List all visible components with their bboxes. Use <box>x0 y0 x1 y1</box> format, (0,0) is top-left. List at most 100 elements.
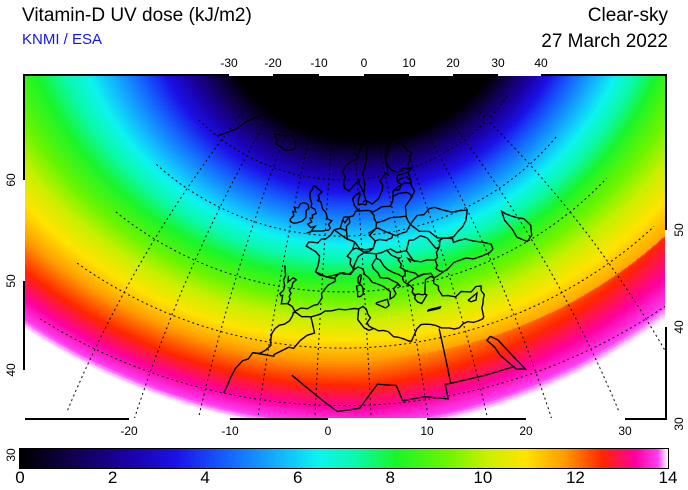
coast-crete <box>426 305 442 312</box>
border-ukraine-russia <box>409 206 469 239</box>
frame-tick-bottom <box>328 418 427 420</box>
lon-tick-top-40: 40 <box>534 56 548 70</box>
lon-tick-bottom-30: 30 <box>618 424 632 438</box>
border-romania-w <box>405 250 416 263</box>
border-lithuania-latvia <box>392 191 413 198</box>
uv-dose-field-canvas <box>25 76 665 418</box>
coast-black-sea-north <box>434 237 494 273</box>
border-czech-austria <box>367 227 394 242</box>
meridian-0 <box>314 76 338 418</box>
frame-tick-left <box>23 370 25 455</box>
coast-ireland <box>289 201 310 225</box>
coast-sardinia <box>355 284 365 298</box>
lon-tick-bottom-20: 20 <box>519 424 533 438</box>
colorbar-frame <box>19 448 669 469</box>
colorbar-tick-6: 6 <box>292 468 303 487</box>
colorbar-tick-14: 14 <box>658 468 678 487</box>
lon-tick-top--20: -20 <box>264 56 282 70</box>
lat-tick-right-50: 50 <box>672 223 686 237</box>
parallel-20 <box>39 305 665 407</box>
lon-tick-top-30: 30 <box>491 56 505 70</box>
border-egypt-sudan <box>450 365 516 384</box>
lon-tick-bottom--10: -10 <box>221 424 239 438</box>
coast-kola-whitesea <box>394 109 423 137</box>
map-panel <box>23 74 667 455</box>
lat-tick-left-40: 40 <box>4 363 18 377</box>
lat-tick-right-40: 40 <box>672 320 686 334</box>
coastline-overlay <box>39 76 665 418</box>
frame-tick-left <box>23 180 25 281</box>
frame-tick-top <box>409 74 453 76</box>
coast-cyprus <box>467 291 478 303</box>
border-morocco-algeria <box>252 316 316 358</box>
frame-tick-top <box>498 74 541 76</box>
colorbar-gradient <box>20 449 668 468</box>
lon-tick-top-20: 20 <box>446 56 460 70</box>
page-title: Vitamin-D UV dose (kJ/m2) <box>22 5 252 26</box>
lon-tick-top--30: -30 <box>220 56 238 70</box>
coast-britain <box>306 185 333 234</box>
lat-tick-right-30: 30 <box>672 417 686 431</box>
border-serbia-bulgaria <box>405 269 435 279</box>
meridian--20 <box>197 76 310 418</box>
frame-tick-top <box>229 74 273 76</box>
parallel-40 <box>115 178 607 293</box>
lon-tick-top--10: -10 <box>310 56 328 70</box>
institute-credit: KNMI / ESA <box>22 31 103 48</box>
sky-condition-label: Clear-sky <box>587 5 668 26</box>
border-spain-france <box>315 271 336 280</box>
colorbar-tick-8: 8 <box>385 468 396 487</box>
lon-tick-top-0: 0 <box>360 56 368 70</box>
lon-tick-bottom--20: -20 <box>120 424 138 438</box>
coast-turkey-south <box>222 277 486 394</box>
lon-tick-top-10: 10 <box>402 56 416 70</box>
coast-baltic <box>358 137 413 213</box>
border-greece-n <box>406 273 425 285</box>
border-norway-sweden <box>362 123 376 194</box>
parallel-60 <box>198 95 508 181</box>
parallel-50 <box>156 134 559 237</box>
lat-tick-left-60: 60 <box>4 173 18 187</box>
coast-norway-sweden <box>341 107 396 201</box>
coast-greenland-se <box>216 111 268 137</box>
meridian--30 <box>134 76 294 418</box>
frame-tick-top <box>319 74 364 76</box>
frame-tick-right <box>665 230 667 327</box>
coast-caspian-west <box>500 209 533 243</box>
date-label: 27 March 2022 <box>541 31 668 52</box>
frame-tick-bottom <box>129 418 230 420</box>
border-libya-chad <box>395 382 451 402</box>
coast-iceland <box>273 133 297 152</box>
border-estonia-n <box>396 176 412 182</box>
coast-greece-aegean-turkey <box>424 248 494 295</box>
border-latvia-estonia <box>392 182 413 192</box>
coast-netherlands-belgium <box>342 216 350 224</box>
colorbar-tick-0: 0 <box>15 468 25 487</box>
uv-dose-raster <box>25 76 665 418</box>
border-libya-egypt <box>438 328 452 384</box>
border-finland-russia <box>390 138 413 167</box>
border-hungary-croatia <box>386 249 407 278</box>
border-be-nl <box>339 216 351 235</box>
coast-italy <box>352 257 428 305</box>
coast-sicily <box>375 298 390 309</box>
lon-tick-bottom-10: 10 <box>420 424 434 438</box>
lon-tick-bottom-0: 0 <box>324 424 332 438</box>
colorbar-tick-12: 12 <box>565 468 585 487</box>
coast-corsica-sardinia <box>357 274 362 285</box>
lat-tick-left-30: 30 <box>4 448 18 462</box>
colorbar-tick-2: 2 <box>107 468 118 487</box>
parallel-70 <box>243 76 445 123</box>
meridian-30 <box>376 76 489 418</box>
meridian-20 <box>362 76 429 418</box>
map-frame <box>23 74 667 420</box>
parallel-30 <box>76 226 655 349</box>
colorbar <box>19 448 669 469</box>
border-poland <box>376 215 412 237</box>
border-alg-mali-niger <box>291 374 397 413</box>
border-fin-swe-nor <box>373 114 394 141</box>
border-algeria-tunisia <box>356 308 374 332</box>
coast-redsea <box>486 335 528 370</box>
colorbar-tick-10: 10 <box>473 468 493 487</box>
